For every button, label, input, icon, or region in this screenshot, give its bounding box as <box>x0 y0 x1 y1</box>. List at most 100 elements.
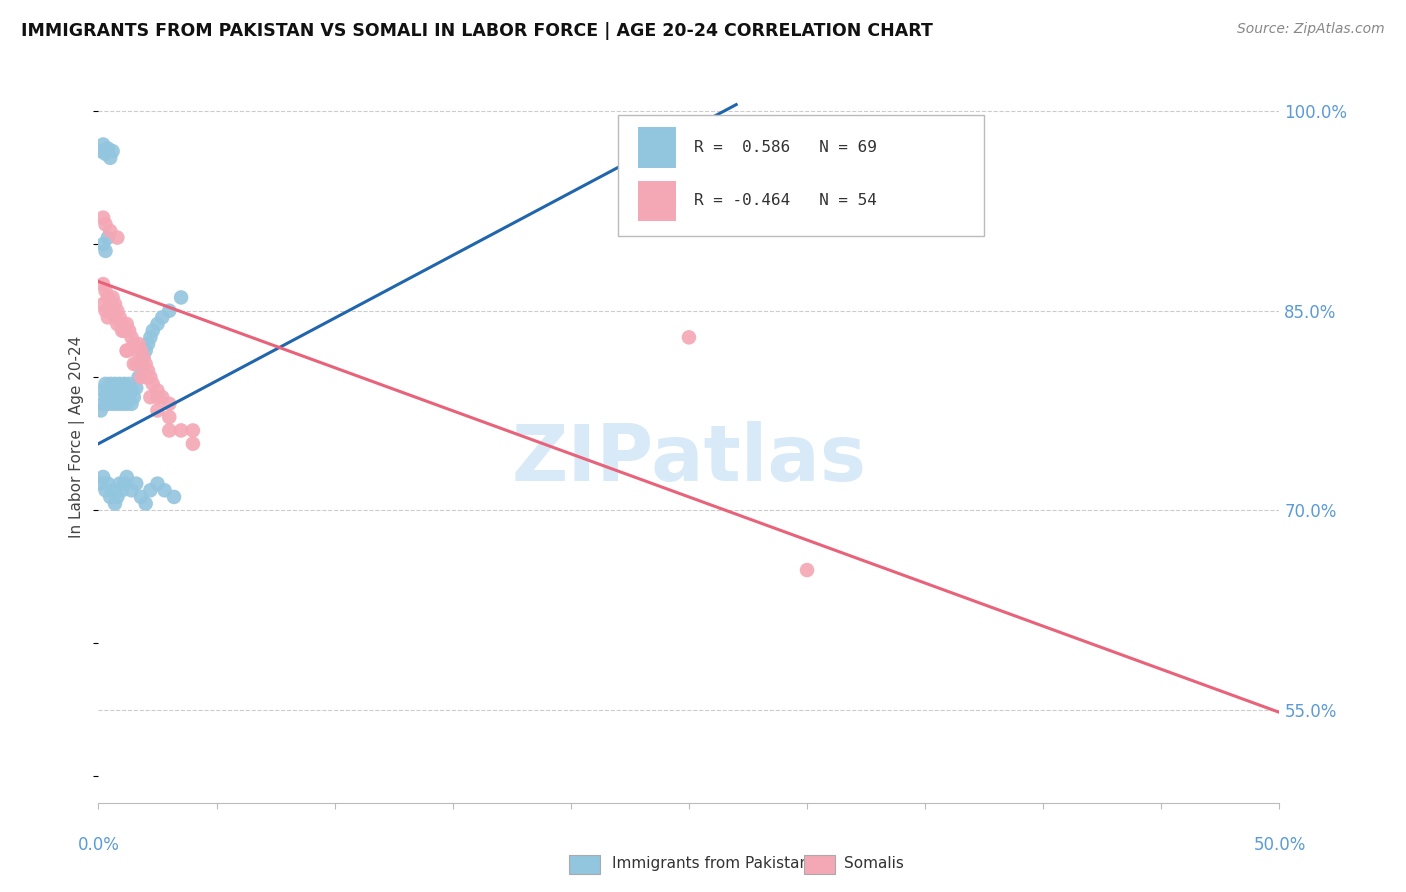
Point <box>115 343 138 358</box>
Point <box>163 490 186 504</box>
Bar <box>638 181 676 221</box>
Point <box>139 390 162 404</box>
Point <box>122 390 145 404</box>
Point <box>105 490 128 504</box>
Point <box>90 144 112 158</box>
Point <box>94 303 117 318</box>
Point <box>139 330 162 344</box>
Point <box>104 390 127 404</box>
Point <box>98 490 121 504</box>
Point <box>146 403 169 417</box>
Point <box>112 390 135 404</box>
Point <box>118 390 141 404</box>
Point <box>115 470 138 484</box>
Point <box>97 310 120 325</box>
Point <box>115 397 138 411</box>
Point <box>135 370 157 384</box>
Text: Source: ZipAtlas.com: Source: ZipAtlas.com <box>1237 22 1385 37</box>
Point <box>125 343 148 358</box>
Point <box>105 397 128 411</box>
Point <box>118 376 141 391</box>
Point <box>146 390 169 404</box>
Point <box>98 224 121 238</box>
Point <box>94 390 117 404</box>
Point <box>122 357 145 371</box>
Text: ZIPatlas: ZIPatlas <box>512 421 866 497</box>
Point <box>111 384 134 398</box>
Point <box>101 290 124 304</box>
Point <box>115 343 138 358</box>
Point <box>111 324 134 338</box>
Text: 50.0%: 50.0% <box>1253 836 1306 854</box>
Point <box>153 483 176 498</box>
Point <box>104 297 127 311</box>
Text: 0.0%: 0.0% <box>77 836 120 854</box>
Text: R = -0.464   N = 54: R = -0.464 N = 54 <box>693 194 876 209</box>
Point <box>91 137 114 152</box>
Point <box>94 146 117 161</box>
Point <box>146 476 169 491</box>
Point <box>146 317 169 331</box>
Point <box>91 237 114 252</box>
Point <box>108 390 131 404</box>
Point <box>108 310 131 325</box>
Point <box>91 470 114 484</box>
Point <box>121 483 143 498</box>
Point <box>129 343 152 358</box>
Point <box>94 217 117 231</box>
Point <box>97 476 120 491</box>
Point <box>105 230 128 244</box>
Point <box>91 397 114 411</box>
Point <box>90 476 112 491</box>
Point <box>91 297 114 311</box>
Text: R =  0.586   N = 69: R = 0.586 N = 69 <box>693 140 876 155</box>
Point <box>128 370 150 384</box>
Point <box>98 297 121 311</box>
Point <box>98 376 121 391</box>
Point <box>139 370 162 384</box>
Point <box>98 297 121 311</box>
Point <box>101 397 124 411</box>
Point <box>129 370 152 384</box>
FancyBboxPatch shape <box>619 115 984 235</box>
Point <box>132 351 155 365</box>
Point <box>132 351 155 365</box>
Point <box>135 343 157 358</box>
Point <box>142 376 165 391</box>
Point <box>101 384 124 398</box>
Point <box>94 376 117 391</box>
Point <box>157 410 180 425</box>
Point <box>170 290 193 304</box>
Point <box>91 277 114 292</box>
Point <box>157 424 180 438</box>
Point <box>136 363 159 377</box>
Point <box>111 483 134 498</box>
Point <box>150 310 173 325</box>
Point <box>122 337 145 351</box>
Point <box>94 244 117 258</box>
Point <box>129 357 152 371</box>
Point <box>97 230 120 244</box>
Point <box>112 376 135 391</box>
Text: Immigrants from Pakistan: Immigrants from Pakistan <box>612 856 808 871</box>
Point <box>115 384 138 398</box>
Point <box>94 284 117 298</box>
Point <box>125 381 148 395</box>
Text: IMMIGRANTS FROM PAKISTAN VS SOMALI IN LABOR FORCE | AGE 20-24 CORRELATION CHART: IMMIGRANTS FROM PAKISTAN VS SOMALI IN LA… <box>21 22 934 40</box>
Point <box>101 144 124 158</box>
Point <box>94 483 117 498</box>
Point <box>128 337 150 351</box>
Point <box>678 330 700 344</box>
Point <box>97 384 120 398</box>
Point <box>135 357 157 371</box>
Point <box>115 317 138 331</box>
Point <box>112 476 135 491</box>
Point <box>1150 822 1173 837</box>
Point <box>104 310 127 325</box>
Point <box>90 403 112 417</box>
Point <box>796 563 818 577</box>
Point <box>111 397 134 411</box>
Point <box>129 490 152 504</box>
Point <box>121 384 143 398</box>
Point <box>97 397 120 411</box>
